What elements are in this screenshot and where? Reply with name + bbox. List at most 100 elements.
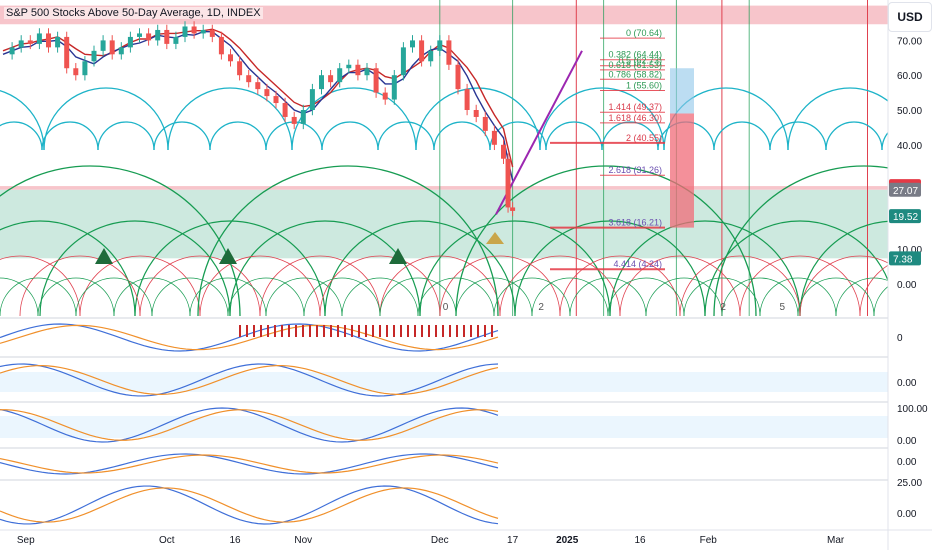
candle-body-26 (237, 61, 243, 76)
candle-body-28 (255, 82, 261, 90)
x-tick-3: Nov (294, 535, 312, 546)
currency-button[interactable]: USD (888, 2, 932, 32)
candle-body-24 (218, 36, 224, 55)
cycle-label-0: 0 (443, 302, 449, 313)
red-arc-bottom-12 (679, 255, 801, 317)
green-arc-small-8 (265, 277, 343, 317)
candle-body-50 (455, 64, 461, 90)
green-arc-small-21 (759, 277, 837, 317)
pane-band-2 (0, 416, 888, 438)
green-arc-small-18 (645, 277, 723, 317)
buy-triangle-2 (389, 248, 407, 264)
osc-line-a-3 (0, 453, 499, 475)
red-arc-bottom-0 (0, 255, 81, 317)
x-tick-6: 2025 (556, 535, 579, 546)
candle-body-34 (309, 89, 315, 110)
pane-tick-0-0: 0 (897, 333, 903, 344)
fib-level-label-2: 2 (40.55) (626, 133, 662, 143)
indicator-panes (0, 323, 888, 531)
candle-body-14 (127, 36, 133, 48)
candle-body-53 (482, 116, 488, 131)
green-arc-small-17 (607, 277, 685, 317)
candle-body-9 (82, 61, 88, 76)
teal-arc-small-7 (377, 121, 435, 151)
candle-body-18 (164, 29, 170, 44)
red-arc-bottom-1 (19, 255, 141, 317)
warning-triangle (486, 232, 504, 244)
teal-arc-mid-0 (0, 90, 45, 151)
candle-body-38 (346, 64, 352, 69)
green-arc-large-2 (455, 165, 757, 317)
fib-level-label-1.618: 1.618 (46.30) (608, 113, 662, 123)
green-arc-bottom-5 (419, 220, 611, 317)
pane-tick-1-0: 0.00 (897, 378, 917, 389)
red-arc-bottom-3 (139, 255, 261, 317)
x-tick-8: Feb (700, 535, 718, 546)
pane-tick-3-0: 0.00 (897, 457, 917, 468)
osc-line-a-0 (0, 323, 499, 352)
candle-body-54 (491, 130, 497, 145)
price-label-2: 27.07 (893, 186, 918, 197)
candle-body-39 (355, 64, 361, 76)
candle-body-8 (73, 68, 79, 76)
main-price-pane[interactable]: 0 (70.64) 0.382 (64.44)0.5 (62.73)0.618 (… (0, 0, 932, 319)
candle-body-23 (209, 29, 215, 37)
ma-navy (2, 31, 514, 181)
y-tick-7: 0.00 (897, 280, 917, 291)
cycle-label-3: 5 (780, 302, 786, 313)
red-arc-bottom-8 (439, 255, 561, 317)
candle-body-25 (228, 54, 233, 62)
candle-body-49 (446, 40, 452, 65)
green-arc-bottom-8 (704, 220, 896, 317)
candle-body-13 (118, 47, 124, 55)
candle-body-36 (328, 75, 334, 83)
price-label-3: 19.52 (893, 212, 918, 223)
green-arc-small-16 (569, 277, 647, 317)
ma-red (2, 28, 514, 168)
time-axis[interactable]: Sep Oct 16 Nov Dec 17 2025 16 Feb Mar (0, 529, 932, 546)
candle-body-1 (9, 47, 15, 55)
price-label-bg-4 (889, 251, 921, 266)
teal-arc-small-15 (825, 121, 883, 151)
teal-arc-small-14 (769, 121, 827, 151)
candle-body-7 (64, 36, 70, 69)
teal-arc-small-2 (97, 121, 155, 151)
candle-body-56 (505, 158, 511, 208)
green-arc-small-1 (0, 277, 77, 317)
teal-arc-small-0 (0, 121, 43, 151)
green-arc-bottom-2 (134, 220, 326, 317)
teal-arc-small-6 (321, 121, 379, 151)
price-axis[interactable]: 70.0060.0050.0040.0010.000.0074.6428.142… (887, 0, 932, 550)
green-arc-large-0 (0, 165, 241, 317)
x-tick-7: 16 (634, 535, 646, 546)
osc-line-b-4 (0, 487, 499, 523)
candle-body-35 (319, 75, 324, 90)
candle-body-30 (273, 96, 279, 104)
candle-body-5 (46, 33, 51, 48)
candle-body-43 (391, 75, 397, 100)
buy-triangle-1 (219, 248, 237, 264)
y-tick-6: 10.00 (897, 245, 922, 256)
pane-tick-2-1: 0.00 (897, 436, 917, 447)
candle-body-51 (464, 89, 470, 110)
green-arc-small-11 (379, 277, 457, 317)
candle-body-31 (282, 103, 288, 117)
teal-arc-small-11 (601, 121, 659, 151)
fib-level-label-3.618: 3.618 (16.21) (608, 218, 662, 228)
red-arc-bottom-7 (379, 255, 501, 317)
candle-body-10 (91, 50, 97, 62)
candle-body-19 (173, 36, 179, 44)
fib-level-label-4.414: 4.414 (4.24) (613, 259, 662, 269)
y-tick-2: 50.00 (897, 106, 922, 117)
candle-body-17 (155, 29, 161, 41)
x-tick-0: Sep (17, 535, 35, 546)
candle-body-55 (501, 144, 506, 159)
pane-tick-4-1: 0.00 (897, 509, 917, 520)
green-arc-small-5 (151, 277, 229, 317)
candle-body-2 (18, 40, 24, 48)
candle-body-37 (337, 68, 343, 83)
red-arc-bottom-6 (319, 255, 441, 317)
buy-triangle-0 (95, 248, 113, 264)
candle-body-41 (373, 68, 379, 93)
